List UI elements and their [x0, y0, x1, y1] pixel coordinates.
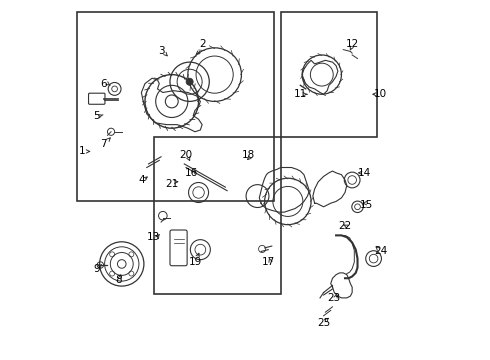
Text: 5: 5: [94, 111, 100, 121]
Text: 25: 25: [317, 318, 330, 328]
Text: 7: 7: [100, 139, 107, 149]
Text: 17: 17: [262, 257, 275, 267]
Text: 10: 10: [374, 89, 387, 99]
Text: 4: 4: [138, 175, 145, 185]
Text: 21: 21: [165, 179, 178, 189]
Text: 12: 12: [345, 39, 359, 49]
Text: 6: 6: [100, 78, 107, 89]
Text: 24: 24: [374, 247, 388, 256]
Text: 23: 23: [328, 293, 341, 303]
Text: 3: 3: [158, 46, 164, 57]
Text: 16: 16: [185, 168, 198, 178]
Text: 14: 14: [358, 168, 371, 178]
Text: 2: 2: [199, 39, 205, 49]
Text: 8: 8: [115, 275, 122, 285]
Text: 19: 19: [188, 257, 201, 267]
Bar: [77, 12, 273, 202]
Text: 13: 13: [147, 232, 161, 242]
Bar: [154, 137, 281, 294]
Text: 11: 11: [294, 89, 307, 99]
Circle shape: [186, 78, 193, 85]
Text: 1: 1: [79, 147, 86, 157]
Text: 15: 15: [360, 200, 373, 210]
Text: 18: 18: [242, 150, 255, 160]
Text: 22: 22: [339, 221, 352, 231]
Text: 9: 9: [94, 264, 100, 274]
Bar: [281, 12, 377, 137]
Text: 20: 20: [179, 150, 193, 160]
